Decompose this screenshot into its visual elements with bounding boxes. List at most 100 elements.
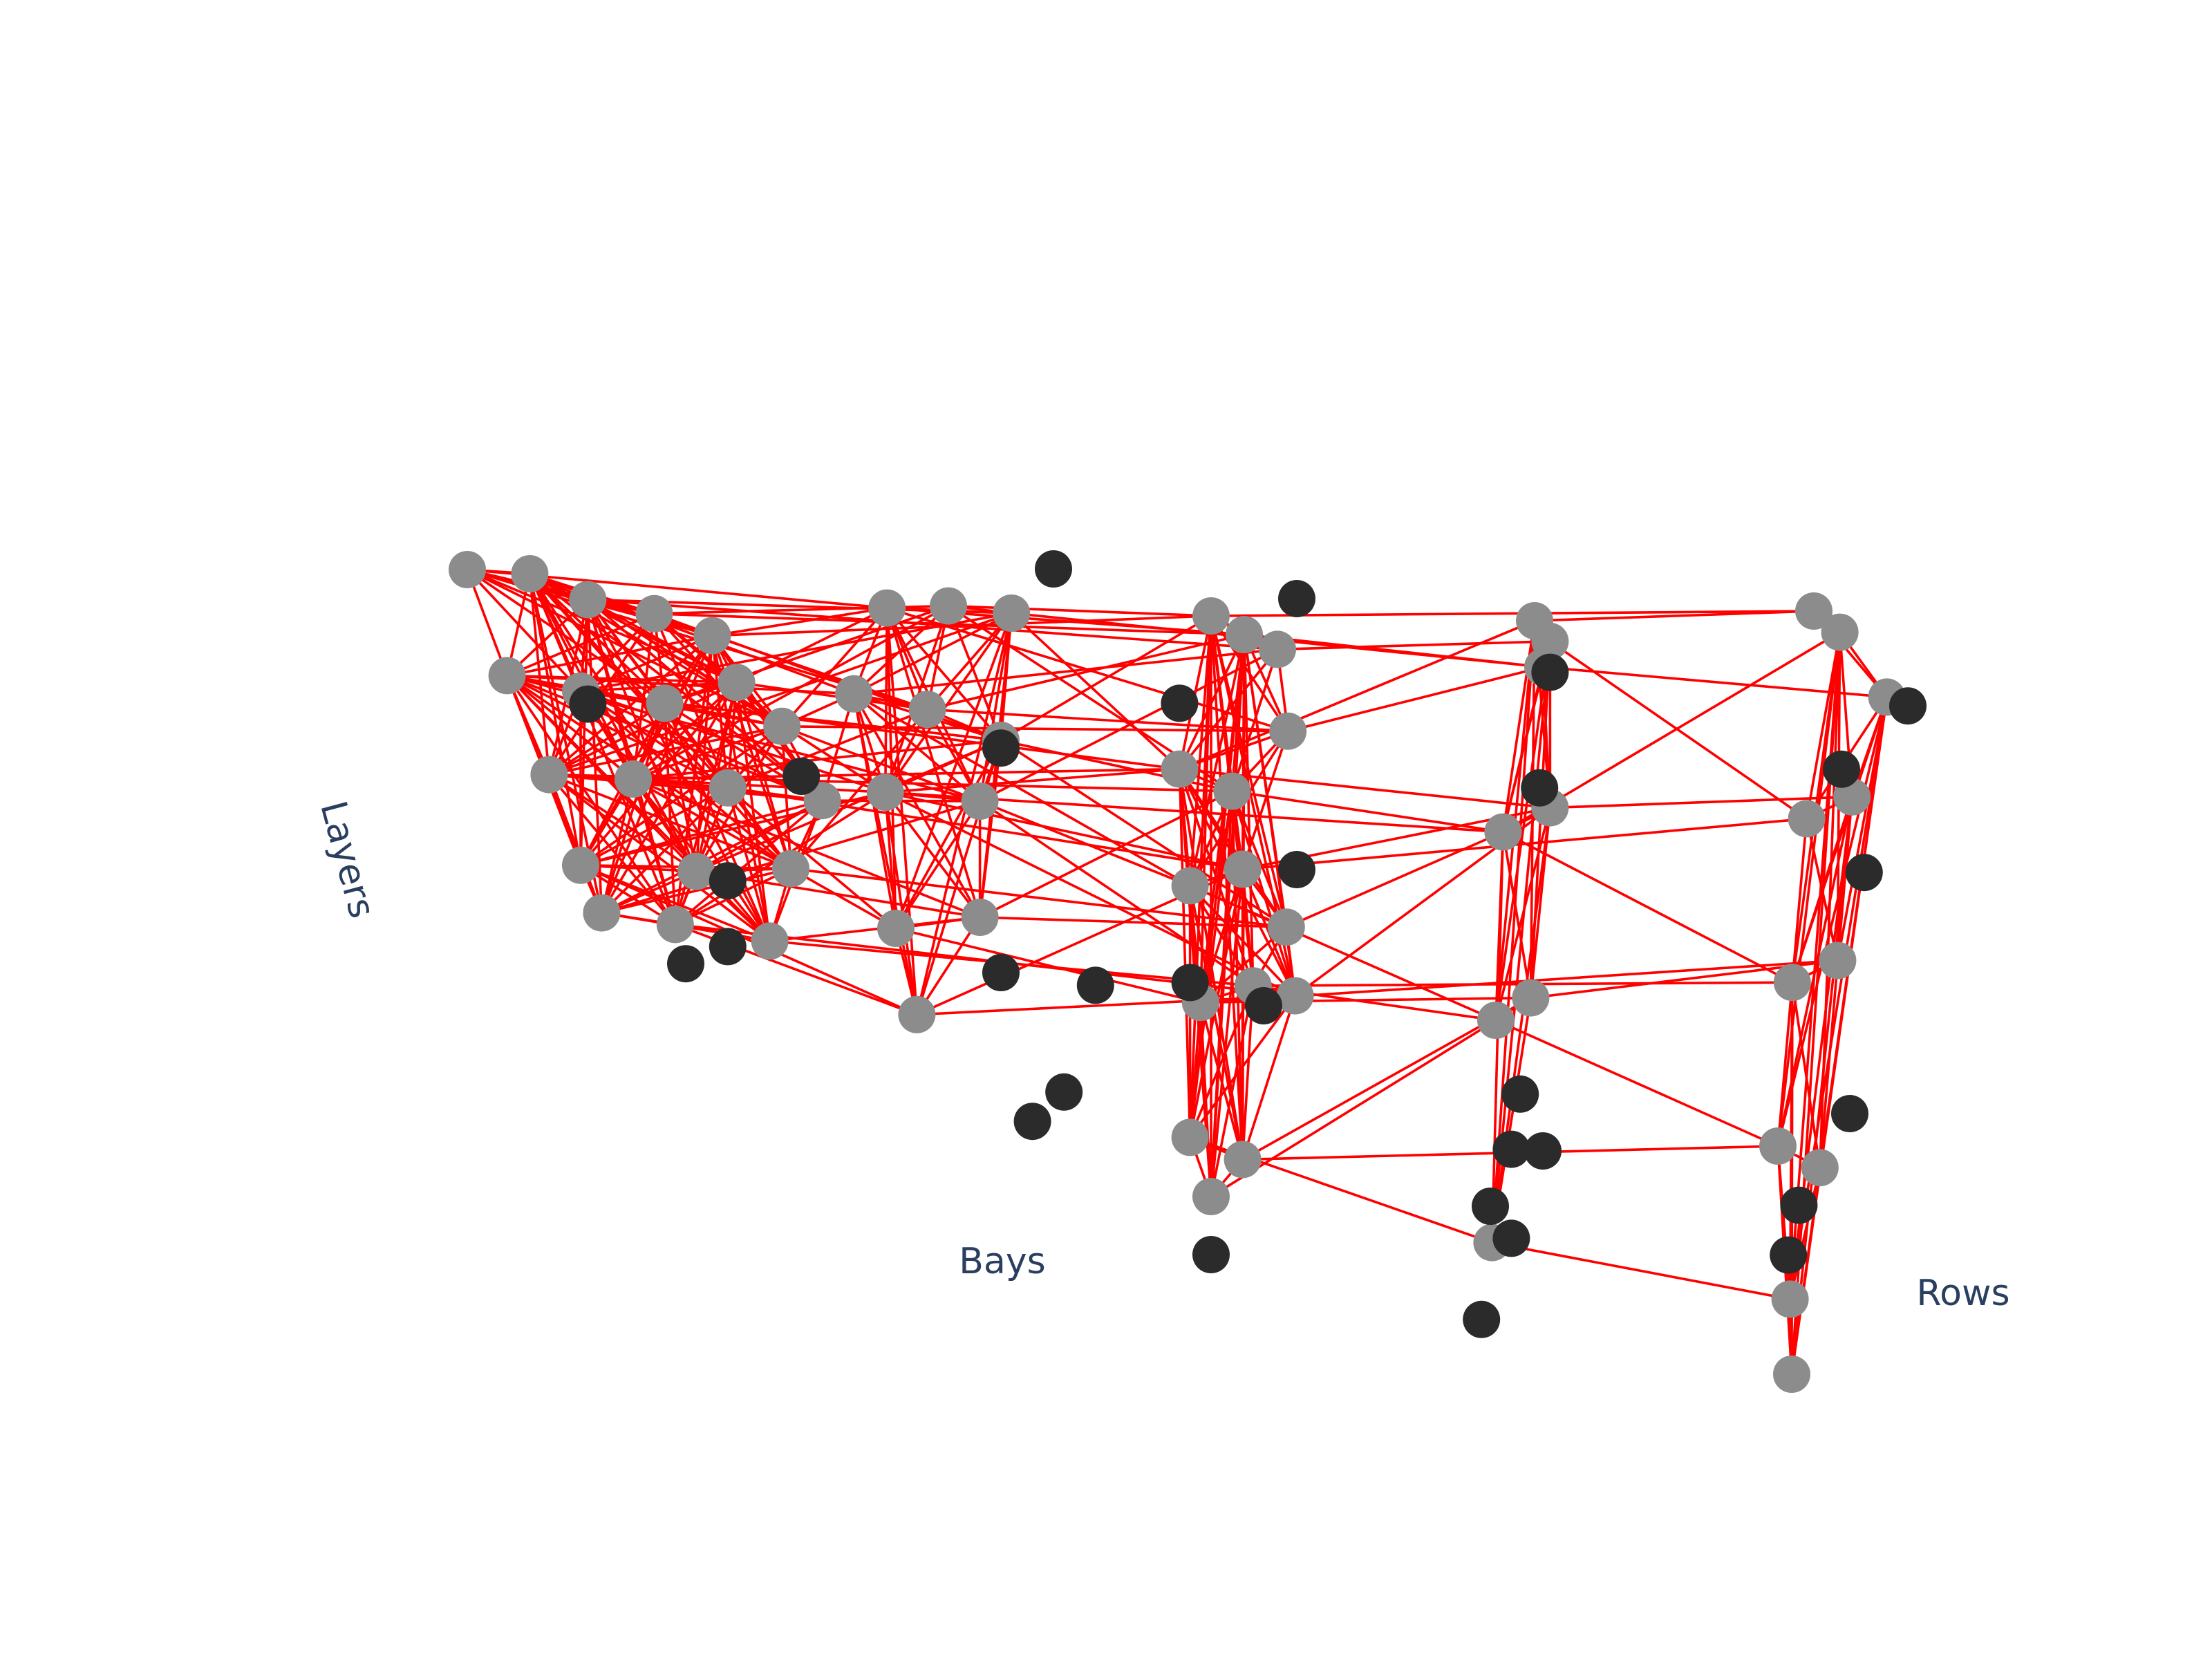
edge-320	[1230, 648, 1279, 792]
edge-342	[1230, 791, 1297, 997]
connected-node-55	[1821, 613, 1859, 651]
edge-284	[895, 927, 1201, 1004]
connected-nodes-layer	[449, 551, 1906, 1393]
edge-304	[1210, 610, 1815, 617]
connected-node-11	[615, 760, 652, 798]
edge-112	[548, 702, 666, 776]
edge-103	[580, 690, 823, 802]
edge-138	[632, 725, 782, 780]
connected-node-59	[1773, 964, 1811, 1002]
edge-458	[1791, 982, 1821, 1168]
edge-277	[894, 800, 982, 929]
edge-253	[852, 693, 919, 1015]
connected-node-14	[562, 846, 599, 884]
connected-node-5	[488, 657, 526, 695]
isolated-node-17	[982, 954, 1020, 991]
isolated-node-11	[709, 862, 747, 900]
connected-node-57	[1788, 800, 1826, 838]
connected-node-36	[1269, 712, 1307, 750]
isolated-node-5	[782, 758, 821, 795]
edge-231	[852, 605, 950, 695]
edge-233	[947, 605, 1002, 741]
edge-163	[632, 778, 791, 870]
edge-455	[1790, 796, 1853, 1375]
connected-node-34	[1161, 750, 1199, 788]
edge-122	[664, 604, 949, 705]
isolated-node-12	[1845, 854, 1883, 892]
edge-322	[1277, 640, 1550, 651]
isolated-node-18	[1076, 966, 1114, 1004]
z-axis-label: Layers	[312, 797, 382, 923]
edge-260	[927, 708, 1288, 733]
edge-121	[663, 702, 771, 942]
isolated-node-16	[1245, 987, 1282, 1024]
connected-node-4	[693, 617, 731, 655]
connected-node-9	[763, 707, 801, 745]
edge-156	[548, 612, 1012, 776]
edge-136	[736, 681, 928, 711]
edge-266	[1000, 615, 1212, 742]
edge-179	[727, 708, 928, 789]
connected-node-42	[1276, 977, 1314, 1015]
connected-node-26	[866, 774, 904, 812]
edge-203	[601, 867, 791, 915]
edge-137	[549, 725, 782, 776]
edge-319	[1179, 648, 1279, 770]
edge-263	[894, 740, 1002, 929]
edge-207	[790, 868, 897, 930]
connected-node-35	[1213, 772, 1251, 810]
edge-155	[548, 774, 771, 942]
edge-194	[580, 864, 771, 943]
edge-238	[926, 612, 1013, 711]
connected-node-19	[751, 922, 789, 960]
edge-268	[1000, 739, 1287, 928]
isolated-node-0	[1035, 550, 1072, 588]
isolated-node-7	[1889, 687, 1927, 725]
isolated-node-9	[1521, 769, 1559, 807]
edge-227	[885, 608, 919, 1015]
connected-node-61	[1759, 1127, 1797, 1165]
edge-57	[632, 613, 656, 780]
edge-409	[1549, 640, 1808, 820]
edge-141	[579, 725, 783, 867]
edge-406	[1494, 641, 1552, 1021]
connected-node-1	[511, 555, 549, 592]
edge-313	[1243, 634, 1255, 986]
edge-365	[1210, 869, 1244, 1197]
edge-410	[1501, 666, 1544, 833]
isolated-node-29	[1192, 1236, 1230, 1273]
connected-node-45	[1192, 1178, 1230, 1215]
edge-126	[632, 681, 738, 780]
edge-443	[1777, 696, 1888, 1147]
edge-178	[727, 607, 888, 789]
connected-node-60	[1819, 941, 1857, 980]
connected-node-10	[530, 756, 568, 794]
connected-node-29	[961, 899, 999, 936]
edge-270	[884, 792, 897, 929]
edge-339	[1230, 790, 1288, 928]
connected-node-64	[1773, 1356, 1810, 1393]
connected-node-3	[635, 594, 673, 632]
edge-237	[853, 612, 1013, 695]
edge-168	[632, 739, 1002, 780]
edge-261	[885, 739, 1002, 794]
isolated-node-8	[1278, 851, 1315, 888]
edge-375	[1199, 1002, 1244, 1160]
edge-273	[885, 767, 1180, 794]
isolated-node-10	[1823, 750, 1860, 788]
edge-431	[1805, 632, 1841, 819]
edge-380	[1188, 985, 1255, 1138]
edge-344	[1230, 791, 1244, 1160]
edge-146	[782, 725, 1288, 733]
edge-424	[1495, 1019, 1779, 1147]
edge-245	[1010, 612, 1181, 770]
edge-68	[548, 635, 713, 776]
edge-385	[1189, 995, 1297, 1138]
edge-349	[1287, 666, 1544, 733]
edge-235	[948, 604, 1212, 617]
edge-374	[1188, 1002, 1202, 1138]
edge-264	[978, 740, 1002, 918]
edge-448	[1791, 818, 1808, 983]
isolated-node-15	[1171, 964, 1209, 1002]
edge-435	[1777, 632, 1841, 1147]
